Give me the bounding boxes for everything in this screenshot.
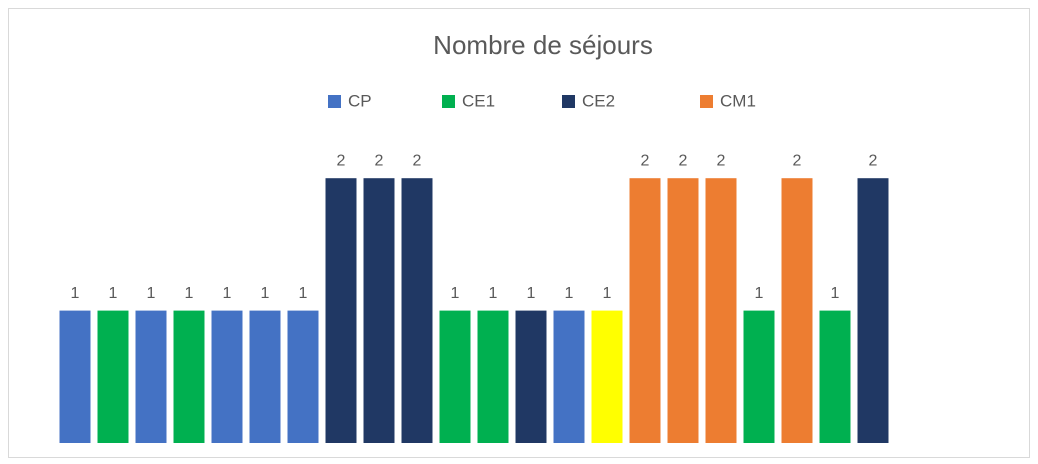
data-label: 1 bbox=[261, 285, 270, 302]
bar bbox=[97, 310, 129, 443]
data-label: 2 bbox=[413, 152, 422, 169]
bar bbox=[59, 310, 91, 443]
bar bbox=[705, 178, 737, 443]
data-label: 1 bbox=[223, 285, 232, 302]
data-label: 1 bbox=[109, 285, 118, 302]
data-label: 1 bbox=[831, 285, 840, 302]
bar bbox=[173, 310, 205, 443]
data-label: 2 bbox=[679, 152, 688, 169]
bar bbox=[401, 178, 433, 443]
bar bbox=[249, 310, 281, 443]
bar bbox=[857, 178, 889, 443]
data-label: 2 bbox=[869, 152, 878, 169]
data-label: 2 bbox=[375, 152, 384, 169]
bar bbox=[743, 310, 775, 443]
legend-label: CE2 bbox=[582, 91, 615, 110]
bar bbox=[287, 310, 319, 443]
bar bbox=[477, 310, 509, 443]
legend-swatch bbox=[442, 95, 455, 108]
legend-swatch bbox=[700, 95, 713, 108]
data-label: 1 bbox=[565, 285, 574, 302]
legend-label: CP bbox=[348, 91, 372, 110]
bar bbox=[667, 178, 699, 443]
legend-swatch bbox=[562, 95, 575, 108]
bar bbox=[439, 310, 471, 443]
data-label: 1 bbox=[527, 285, 536, 302]
legend-label: CE1 bbox=[462, 91, 495, 110]
data-label: 1 bbox=[451, 285, 460, 302]
legend-swatch bbox=[328, 95, 341, 108]
data-label: 1 bbox=[603, 285, 612, 302]
bar bbox=[629, 178, 661, 443]
legend-label: CM1 bbox=[720, 91, 756, 110]
chart-title: Nombre de séjours bbox=[433, 30, 653, 60]
bar bbox=[325, 178, 357, 443]
data-label: 1 bbox=[755, 285, 764, 302]
bar bbox=[135, 310, 167, 443]
data-label: 2 bbox=[641, 152, 650, 169]
bar bbox=[553, 310, 585, 443]
data-label: 2 bbox=[717, 152, 726, 169]
data-label: 2 bbox=[793, 152, 802, 169]
bar bbox=[363, 178, 395, 443]
bar bbox=[515, 310, 547, 443]
data-label: 1 bbox=[185, 285, 194, 302]
data-label: 1 bbox=[147, 285, 156, 302]
data-label: 1 bbox=[299, 285, 308, 302]
bar bbox=[591, 310, 623, 443]
bar bbox=[211, 310, 243, 443]
bar bbox=[819, 310, 851, 443]
data-label: 1 bbox=[71, 285, 80, 302]
bar bbox=[781, 178, 813, 443]
data-label: 1 bbox=[489, 285, 498, 302]
data-label: 2 bbox=[337, 152, 346, 169]
